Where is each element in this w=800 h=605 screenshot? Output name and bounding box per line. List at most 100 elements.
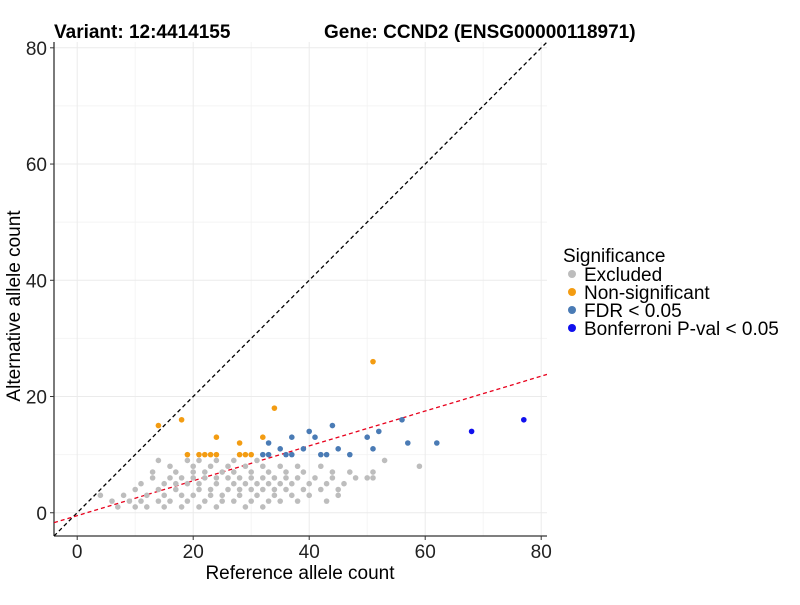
data-point (468, 428, 475, 435)
data-point (184, 451, 191, 458)
data-point (364, 475, 371, 481)
data-point (318, 486, 324, 493)
legend-label: Bonferroni P-val < 0.05 (584, 319, 779, 340)
data-point (161, 480, 167, 487)
data-point (109, 498, 115, 504)
data-point (184, 498, 191, 504)
data-point (248, 469, 254, 475)
data-point (202, 498, 208, 504)
data-point (207, 451, 214, 458)
data-point (149, 469, 156, 475)
data-point (405, 440, 411, 446)
x-tick-label: 80 (531, 542, 552, 563)
data-point (196, 480, 202, 487)
data-point (219, 498, 225, 504)
data-point (260, 504, 266, 510)
data-point (225, 475, 231, 481)
reference-lines (54, 42, 547, 536)
data-point (144, 504, 150, 510)
data-point (254, 457, 260, 464)
data-point (335, 492, 342, 499)
legend: Significance ExcludedNon-significantFDR … (563, 246, 779, 340)
data-point (120, 492, 127, 499)
data-point (277, 463, 284, 470)
legend-key (568, 324, 576, 332)
data-point (260, 486, 266, 493)
data-point (231, 480, 237, 487)
data-point (323, 498, 330, 504)
data-point (178, 416, 185, 423)
data-point (213, 457, 220, 464)
data-point (132, 486, 138, 493)
data-point (242, 504, 249, 510)
data-point (184, 480, 191, 487)
data-point (289, 451, 295, 458)
data-point (196, 457, 202, 464)
data-point (161, 492, 167, 499)
data-point (277, 446, 284, 452)
data-point (300, 486, 307, 493)
data-point (115, 504, 121, 510)
gene-title: Gene: CCND2 (ENSG00000118971) (324, 22, 636, 43)
data-point (265, 480, 272, 487)
data-point (173, 480, 179, 487)
data-point (196, 504, 202, 510)
data-point (370, 469, 376, 475)
data-point (277, 498, 284, 504)
variant-title: Variant: 12:4414155 (54, 22, 231, 43)
data-point (242, 463, 249, 470)
data-point (329, 469, 336, 475)
identity-reference-line (54, 42, 547, 536)
data-point (173, 469, 179, 475)
data-point (184, 457, 191, 464)
data-point (190, 469, 196, 475)
data-point (167, 498, 173, 504)
data-point (207, 463, 214, 470)
data-point (190, 475, 196, 481)
series-bonferroni-p-val-0-05 (468, 416, 527, 435)
data-point (283, 486, 289, 493)
data-point (521, 416, 527, 423)
data-point (323, 451, 330, 458)
data-point (236, 486, 243, 493)
data-point (323, 480, 330, 487)
legend-key (568, 306, 576, 314)
data-point (207, 492, 214, 499)
data-point (318, 451, 324, 458)
data-point (416, 463, 423, 470)
data-point (265, 451, 272, 458)
data-point (213, 475, 220, 481)
data-point (213, 434, 220, 441)
data-point (149, 475, 156, 481)
legend-label: Non-significant (584, 283, 710, 304)
data-point (248, 451, 254, 458)
y-tick-label: 80 (26, 39, 47, 60)
data-point (155, 422, 162, 429)
data-point (190, 463, 196, 470)
x-tick-label: 0 (72, 542, 83, 563)
data-point (225, 486, 231, 493)
data-point (236, 475, 243, 481)
data-point (254, 480, 260, 487)
data-point (347, 469, 353, 475)
data-points (97, 358, 527, 510)
data-point (381, 457, 388, 464)
data-point (196, 486, 202, 493)
axes: 0 20 40 60 80 0 20 40 60 80 (26, 39, 552, 563)
data-point (300, 469, 307, 475)
data-point (271, 492, 278, 499)
data-point (312, 434, 318, 441)
data-point (370, 475, 376, 481)
data-point (161, 504, 167, 510)
data-point (178, 492, 185, 499)
data-point (173, 486, 179, 493)
data-point (178, 504, 185, 510)
data-point (370, 358, 376, 365)
data-point (155, 457, 162, 464)
series-non-significant (155, 358, 376, 458)
x-tick-label: 60 (415, 542, 436, 563)
data-point (306, 480, 313, 487)
data-point (219, 469, 225, 475)
data-point (312, 475, 318, 481)
